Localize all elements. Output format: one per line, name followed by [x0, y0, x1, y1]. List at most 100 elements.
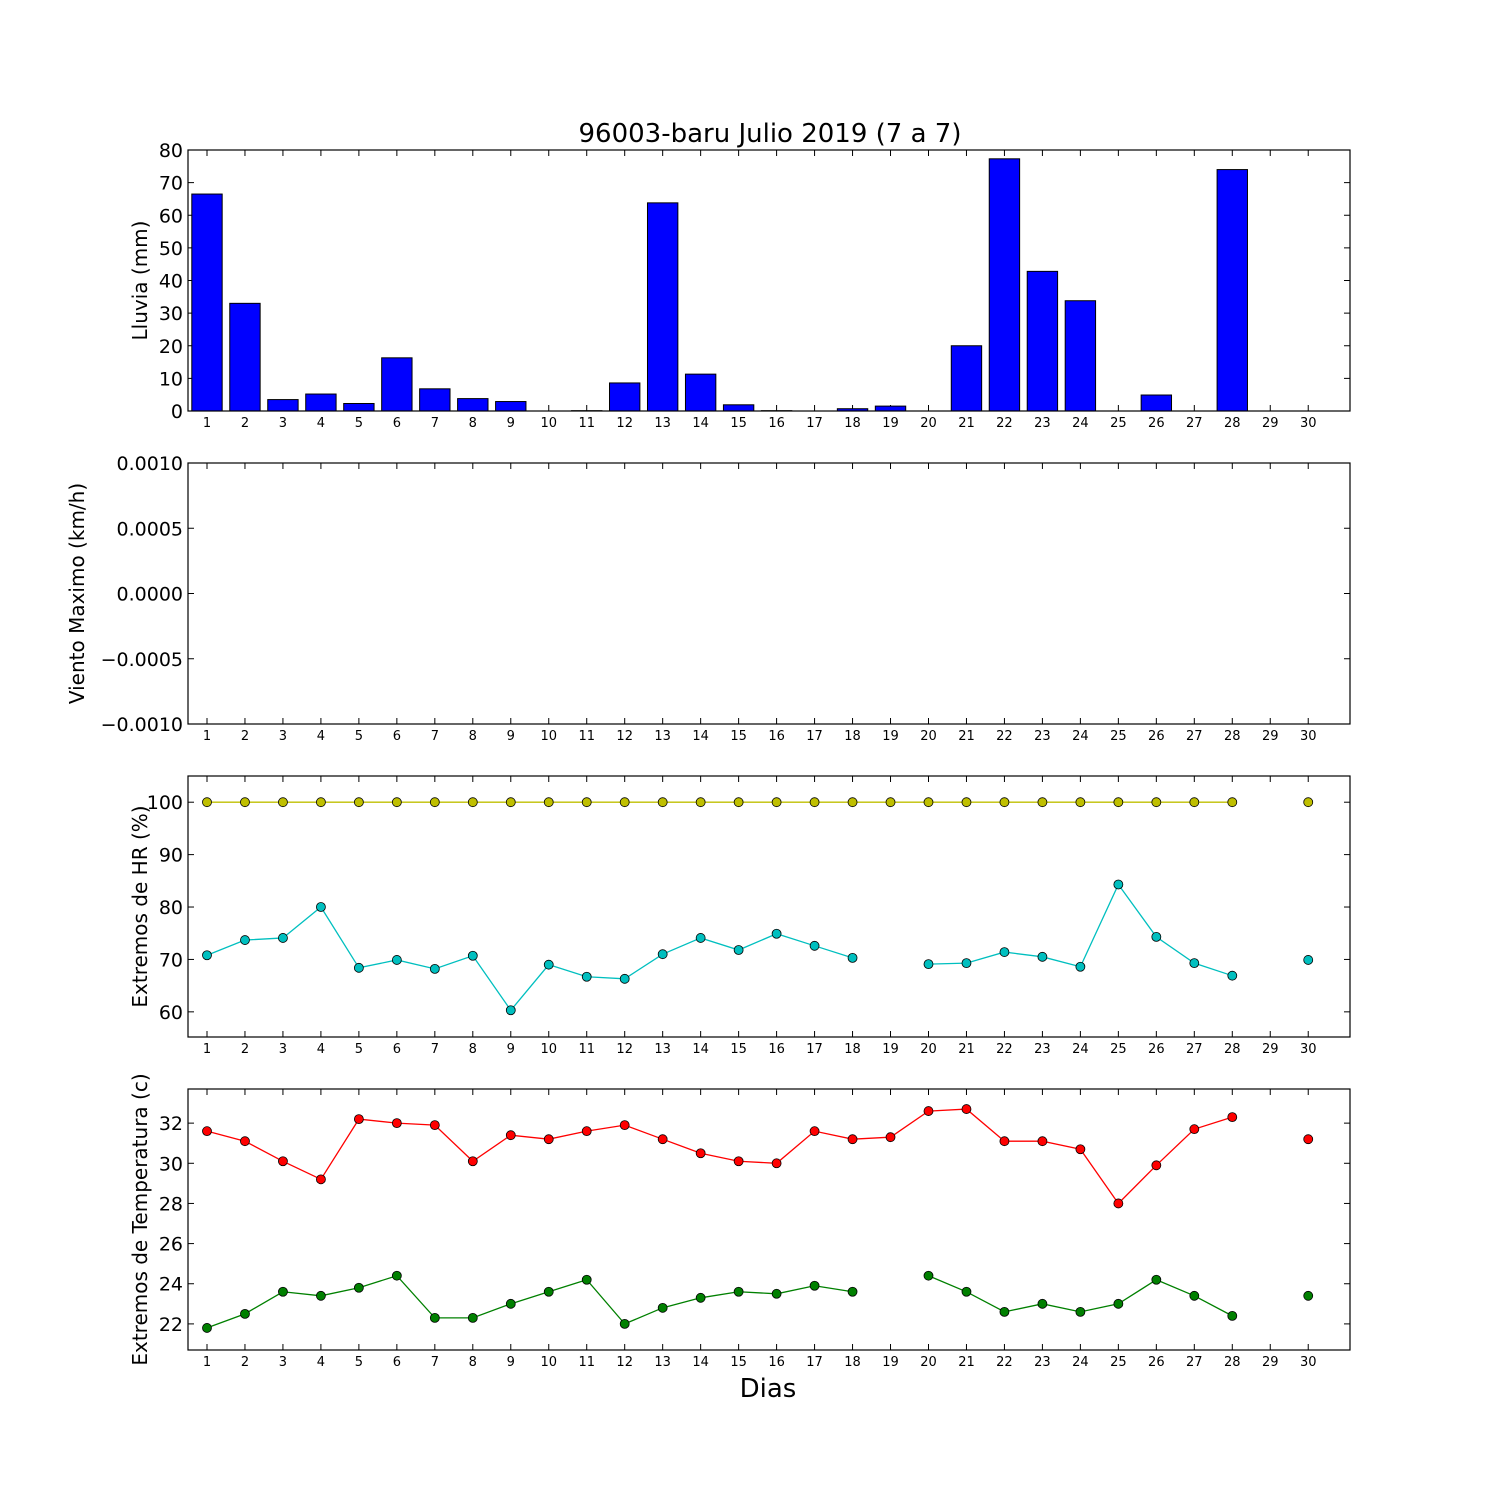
- x-tick-label: 30: [1300, 416, 1317, 431]
- data-point: [467, 1156, 478, 1167]
- x-tick-label: 6: [393, 1042, 401, 1057]
- x-tick-label: 6: [393, 1355, 401, 1370]
- data-point: [961, 797, 972, 808]
- x-tick-label: 11: [578, 729, 595, 744]
- plot-frame: [187, 462, 1351, 725]
- x-tick-label: 27: [1186, 416, 1203, 431]
- x-tick-label: 22: [996, 1042, 1013, 1057]
- plot-frame: [187, 775, 1351, 1038]
- data-point: [1303, 1134, 1314, 1145]
- x-tick-label: 9: [507, 416, 515, 431]
- data-point: [961, 958, 972, 969]
- plot-frame: [187, 1088, 1351, 1351]
- x-tick-label: 21: [958, 1042, 975, 1057]
- data-point: [809, 1280, 820, 1291]
- x-tick-label: 27: [1186, 1042, 1203, 1057]
- data-point: [543, 1134, 554, 1145]
- data-point: [1151, 1274, 1162, 1285]
- x-tick-label: 22: [996, 416, 1013, 431]
- x-tick-label: 29: [1262, 1042, 1279, 1057]
- data-point: [885, 1132, 896, 1143]
- data-point: [316, 1174, 326, 1185]
- data-point: [581, 797, 592, 808]
- data-point: [771, 1288, 782, 1299]
- y-tick-label: 20: [159, 336, 183, 358]
- x-tick-label: 16: [768, 729, 785, 744]
- x-tick-label: 15: [730, 1355, 747, 1370]
- x-tick-label: 8: [469, 729, 477, 744]
- data-point: [240, 935, 250, 945]
- data-point: [581, 1274, 592, 1285]
- x-tick-label: 8: [469, 1042, 477, 1057]
- x-tick-label: 25: [1110, 729, 1127, 744]
- data-point: [695, 797, 706, 808]
- data-point: [1189, 1290, 1200, 1301]
- data-point: [429, 797, 440, 808]
- bar-day-12: [609, 382, 641, 412]
- x-tick-label: 12: [616, 729, 633, 744]
- x-tick-label: 17: [806, 1042, 823, 1057]
- data-point: [429, 1312, 440, 1323]
- data-point: [923, 797, 934, 808]
- x-tick-label: 14: [692, 729, 709, 744]
- x-tick-label: 26: [1148, 729, 1165, 744]
- x-tick-label: 5: [355, 1355, 363, 1370]
- x-tick-label: 16: [768, 1355, 785, 1370]
- x-tick-label: 12: [616, 1042, 633, 1057]
- x-tick-label: 25: [1110, 1355, 1127, 1370]
- data-point: [1037, 797, 1048, 808]
- data-point: [391, 1118, 402, 1129]
- x-tick-label: 11: [578, 1042, 595, 1057]
- data-point: [1227, 1112, 1238, 1123]
- data-point: [1189, 958, 1200, 969]
- x-tick-label: 24: [1072, 1355, 1089, 1370]
- data-point: [657, 1134, 668, 1145]
- x-tick-label: 7: [431, 1355, 439, 1370]
- bar-day-3: [267, 399, 299, 412]
- x-tick-label: 3: [279, 1042, 287, 1057]
- bar-day-23: [1026, 270, 1059, 412]
- x-tick-label: 3: [279, 416, 287, 431]
- x-tick-label: 17: [806, 1355, 823, 1370]
- data-point: [1227, 797, 1238, 808]
- data-point: [316, 797, 326, 808]
- data-point: [353, 1114, 364, 1125]
- y-tick-label: 40: [159, 271, 183, 293]
- data-point: [695, 933, 706, 943]
- data-point: [1037, 1136, 1048, 1147]
- x-tick-label: 26: [1148, 1042, 1165, 1057]
- x-tick-label: 5: [355, 1042, 363, 1057]
- x-tick-label: 6: [393, 416, 401, 431]
- data-point: [505, 1130, 516, 1141]
- data-point: [771, 797, 782, 808]
- data-point: [1151, 931, 1162, 942]
- x-tick-label: 16: [768, 416, 785, 431]
- x-tick-label: 27: [1186, 729, 1203, 744]
- data-point: [657, 949, 668, 960]
- x-tick-label: 2: [241, 416, 249, 431]
- data-point: [240, 1308, 250, 1319]
- data-point: [505, 797, 516, 808]
- x-tick-label: 4: [317, 416, 325, 431]
- x-tick-label: 26: [1148, 1355, 1165, 1370]
- data-point: [923, 1106, 934, 1116]
- bar-day-2: [229, 302, 261, 412]
- data-point: [316, 1290, 326, 1301]
- y-tick-label: 10: [159, 368, 183, 390]
- data-point: [847, 797, 858, 808]
- x-tick-label: 27: [1186, 1355, 1203, 1370]
- bar-day-7: [419, 388, 451, 412]
- x-tick-label: 10: [540, 1355, 557, 1370]
- series-line: [206, 1108, 1233, 1205]
- bar-day-9: [495, 401, 527, 412]
- x-tick-label: 24: [1072, 1042, 1089, 1057]
- data-point: [278, 797, 288, 808]
- data-point: [847, 1286, 858, 1297]
- series-hr-0: [202, 797, 1314, 808]
- data-point: [543, 797, 554, 808]
- x-tick-label: 19: [882, 729, 899, 744]
- x-tick-label: 12: [616, 1355, 633, 1370]
- data-point: [391, 955, 402, 965]
